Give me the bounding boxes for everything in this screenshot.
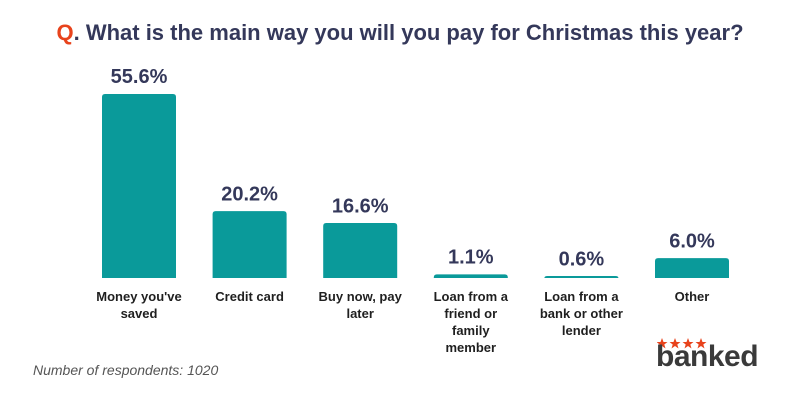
- footnote: Number of respondents: 1020: [33, 362, 219, 378]
- bar: [102, 93, 176, 279]
- x-tick-label: Other: [674, 289, 710, 304]
- logo: banked: [656, 340, 759, 373]
- value-label: 20.2%: [221, 183, 278, 205]
- value-label: 55.6%: [111, 66, 168, 88]
- x-tick-label: Credit card: [215, 289, 284, 304]
- bar: [655, 258, 729, 278]
- logo-stars: [657, 338, 707, 349]
- chart-title: Q. What is the main way you will you pay…: [56, 20, 743, 45]
- value-label: 6.0%: [669, 230, 715, 252]
- value-label: 0.6%: [559, 248, 605, 270]
- bar: [433, 274, 508, 278]
- x-tick-label: Money you've saved: [96, 289, 182, 321]
- value-label: 16.6%: [332, 195, 389, 217]
- bar: [544, 276, 619, 278]
- x-tick-label: Buy now, pay later: [318, 289, 402, 321]
- value-label: 1.1%: [448, 247, 494, 269]
- bar: [212, 211, 287, 278]
- x-tick-label: Loan from a friend or family member: [433, 289, 508, 355]
- bar: [323, 223, 398, 278]
- x-tick-label: Loan from a bank or other lender: [539, 289, 623, 338]
